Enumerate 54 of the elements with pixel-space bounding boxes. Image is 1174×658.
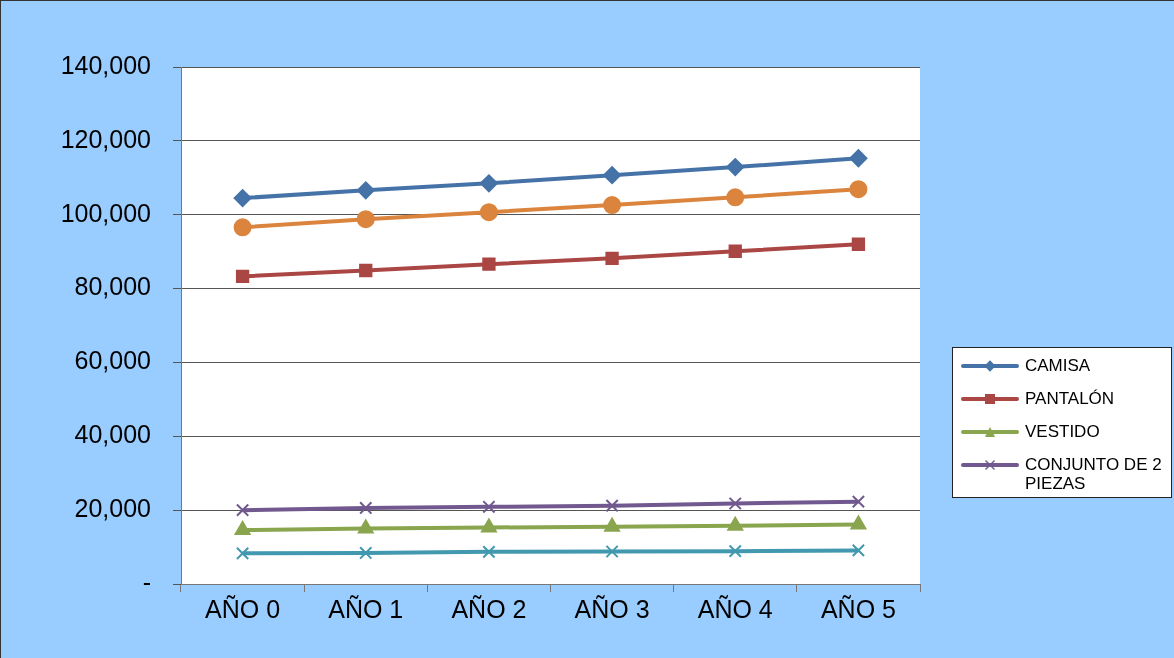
x-tick-label: AÑO 2 bbox=[451, 594, 527, 623]
legend-label: VESTIDO bbox=[1025, 422, 1100, 441]
y-tick-label: 60,000 bbox=[74, 346, 151, 375]
y-tick-label: - bbox=[142, 567, 151, 596]
x-tick-label: AÑO 4 bbox=[697, 594, 773, 623]
point bbox=[233, 218, 252, 237]
point bbox=[849, 180, 868, 199]
point bbox=[480, 518, 497, 533]
point bbox=[850, 515, 867, 530]
x-tick-label: AÑO 0 bbox=[205, 594, 281, 623]
point bbox=[851, 494, 866, 509]
point bbox=[482, 500, 496, 514]
point bbox=[851, 237, 866, 251]
point bbox=[605, 499, 619, 513]
point bbox=[235, 269, 250, 284]
point bbox=[849, 149, 868, 168]
x-tick-label: AÑO 1 bbox=[328, 594, 404, 623]
y-tick-label: 20,000 bbox=[74, 494, 151, 523]
point bbox=[726, 188, 745, 207]
point bbox=[359, 546, 373, 560]
point bbox=[357, 519, 374, 534]
point bbox=[234, 521, 251, 536]
point bbox=[728, 244, 742, 258]
point bbox=[359, 263, 373, 278]
point bbox=[356, 181, 375, 200]
point bbox=[728, 544, 742, 558]
y-tick-label: 120,000 bbox=[60, 124, 151, 153]
point bbox=[235, 503, 250, 517]
x-tick-label: AÑO 3 bbox=[574, 594, 650, 623]
point bbox=[356, 210, 375, 229]
point bbox=[482, 257, 496, 271]
point bbox=[235, 546, 250, 561]
point bbox=[482, 545, 496, 559]
point bbox=[479, 203, 498, 222]
point bbox=[604, 517, 621, 532]
legend-label: PANTALÓN bbox=[1025, 389, 1115, 408]
point bbox=[605, 251, 619, 265]
point bbox=[233, 189, 252, 208]
point bbox=[851, 543, 866, 558]
point bbox=[727, 516, 744, 531]
y-tick-label: 80,000 bbox=[74, 272, 151, 301]
point bbox=[728, 496, 742, 511]
legend-label: CONJUNTO DE 2 PIEZAS bbox=[1025, 455, 1163, 493]
y-tick-label: 40,000 bbox=[74, 420, 151, 449]
x-tick-label: AÑO 5 bbox=[820, 594, 896, 623]
point bbox=[726, 158, 745, 177]
y-tick-label: 100,000 bbox=[60, 198, 151, 227]
point bbox=[603, 196, 622, 215]
point bbox=[359, 501, 373, 515]
legend-label: CAMISA bbox=[1025, 356, 1091, 375]
y-tick-label: 140,000 bbox=[60, 50, 151, 79]
point bbox=[605, 544, 619, 559]
point bbox=[603, 166, 622, 185]
point bbox=[479, 174, 498, 193]
